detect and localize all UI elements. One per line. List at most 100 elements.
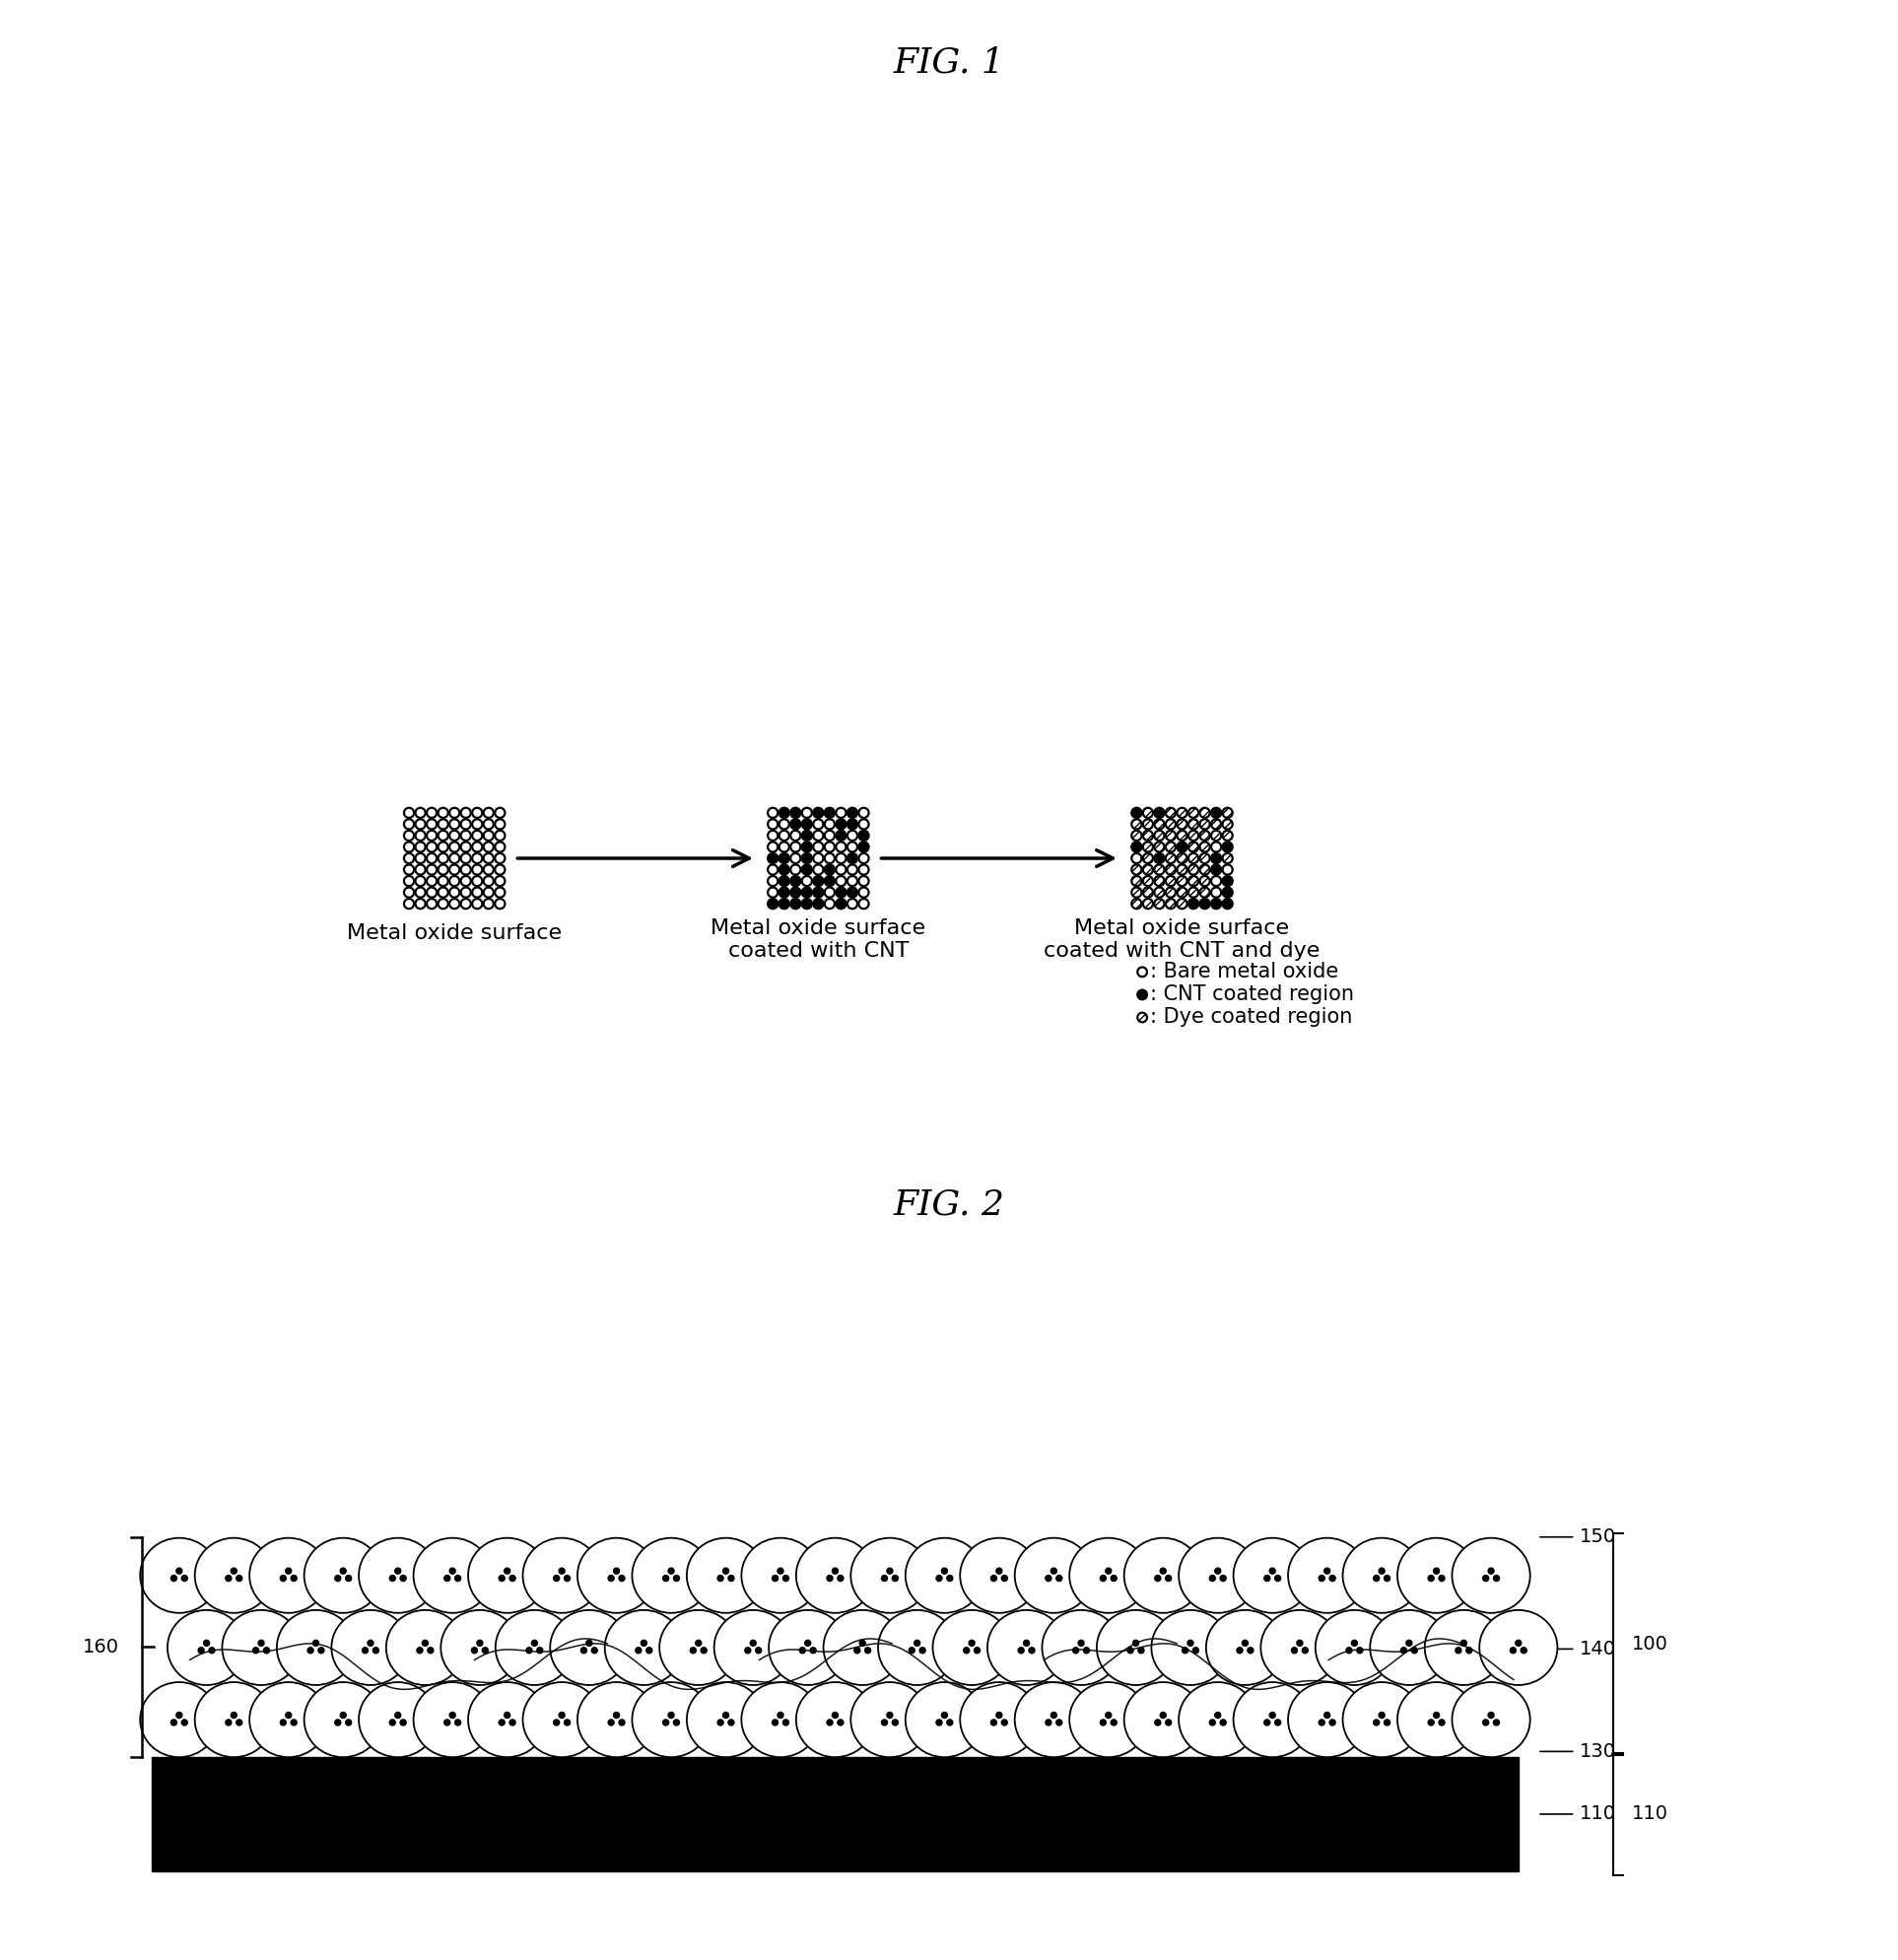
Circle shape [450,900,459,909]
Circle shape [1131,853,1141,862]
Circle shape [461,888,471,898]
Circle shape [1143,900,1152,909]
Circle shape [1154,819,1163,829]
Circle shape [881,1576,888,1582]
Circle shape [1105,1713,1112,1719]
Circle shape [235,1576,243,1582]
Circle shape [416,876,425,886]
Circle shape [450,819,459,829]
Circle shape [1427,1719,1435,1725]
Circle shape [1264,1719,1270,1725]
Ellipse shape [850,1539,928,1613]
Circle shape [941,1713,947,1719]
Circle shape [858,900,869,909]
Ellipse shape [1425,1609,1503,1686]
Circle shape [865,1648,871,1654]
Circle shape [461,808,471,817]
Circle shape [1222,819,1232,829]
Circle shape [461,876,471,886]
Circle shape [1143,876,1152,886]
Circle shape [290,1719,296,1725]
Circle shape [1211,819,1220,829]
Circle shape [456,1719,461,1725]
Circle shape [438,864,448,874]
Circle shape [858,876,869,886]
Circle shape [484,876,493,886]
Circle shape [1482,1719,1488,1725]
Circle shape [1154,831,1163,841]
Circle shape [461,831,471,841]
Circle shape [416,808,425,817]
Circle shape [824,853,835,862]
Circle shape [941,1568,947,1574]
Circle shape [1200,864,1209,874]
Circle shape [1101,1719,1107,1725]
Circle shape [769,888,778,898]
Circle shape [619,1576,624,1582]
Circle shape [473,819,482,829]
Circle shape [368,1641,374,1646]
Circle shape [1211,864,1220,874]
Ellipse shape [1015,1539,1093,1613]
Circle shape [1384,1576,1389,1582]
Ellipse shape [824,1609,902,1686]
Circle shape [1131,888,1141,898]
Text: 140: 140 [1579,1641,1615,1658]
Circle shape [835,864,847,874]
Circle shape [1055,1576,1063,1582]
Circle shape [780,864,790,874]
Ellipse shape [1479,1609,1558,1686]
Circle shape [919,1648,926,1654]
Circle shape [340,1713,345,1719]
Circle shape [1105,1568,1112,1574]
Circle shape [668,1568,674,1574]
Circle shape [1222,831,1232,841]
Ellipse shape [687,1682,765,1758]
Circle shape [1384,1719,1389,1725]
Circle shape [1412,1648,1418,1654]
Circle shape [835,808,847,817]
Circle shape [769,831,778,841]
Circle shape [810,1648,816,1654]
Circle shape [801,888,812,898]
Circle shape [642,1641,647,1646]
Circle shape [1456,1648,1461,1654]
Circle shape [847,819,858,829]
Circle shape [1143,888,1152,898]
Circle shape [1270,1568,1275,1574]
Circle shape [791,876,801,886]
Circle shape [769,864,778,874]
Circle shape [554,1576,560,1582]
Circle shape [427,888,437,898]
Ellipse shape [167,1609,245,1686]
Circle shape [1177,888,1186,898]
Circle shape [847,900,858,909]
Ellipse shape [140,1539,218,1613]
Circle shape [450,888,459,898]
Circle shape [831,1568,839,1574]
Circle shape [495,808,505,817]
Circle shape [607,1576,615,1582]
Ellipse shape [414,1539,492,1613]
Circle shape [319,1648,325,1654]
Circle shape [936,1719,941,1725]
Circle shape [461,853,471,862]
Ellipse shape [742,1682,820,1758]
Circle shape [203,1641,209,1646]
Circle shape [801,900,812,909]
Circle shape [791,808,801,817]
Circle shape [835,819,847,829]
Circle shape [473,864,482,874]
Circle shape [1264,1576,1270,1582]
Ellipse shape [140,1682,218,1758]
Circle shape [1220,1576,1226,1582]
Ellipse shape [714,1609,791,1686]
Circle shape [947,1719,953,1725]
Circle shape [1319,1576,1325,1582]
Circle shape [1182,1648,1188,1654]
Circle shape [450,808,459,817]
Ellipse shape [659,1609,738,1686]
Text: 150: 150 [1579,1527,1615,1546]
Circle shape [1200,831,1209,841]
Circle shape [1137,990,1146,1000]
